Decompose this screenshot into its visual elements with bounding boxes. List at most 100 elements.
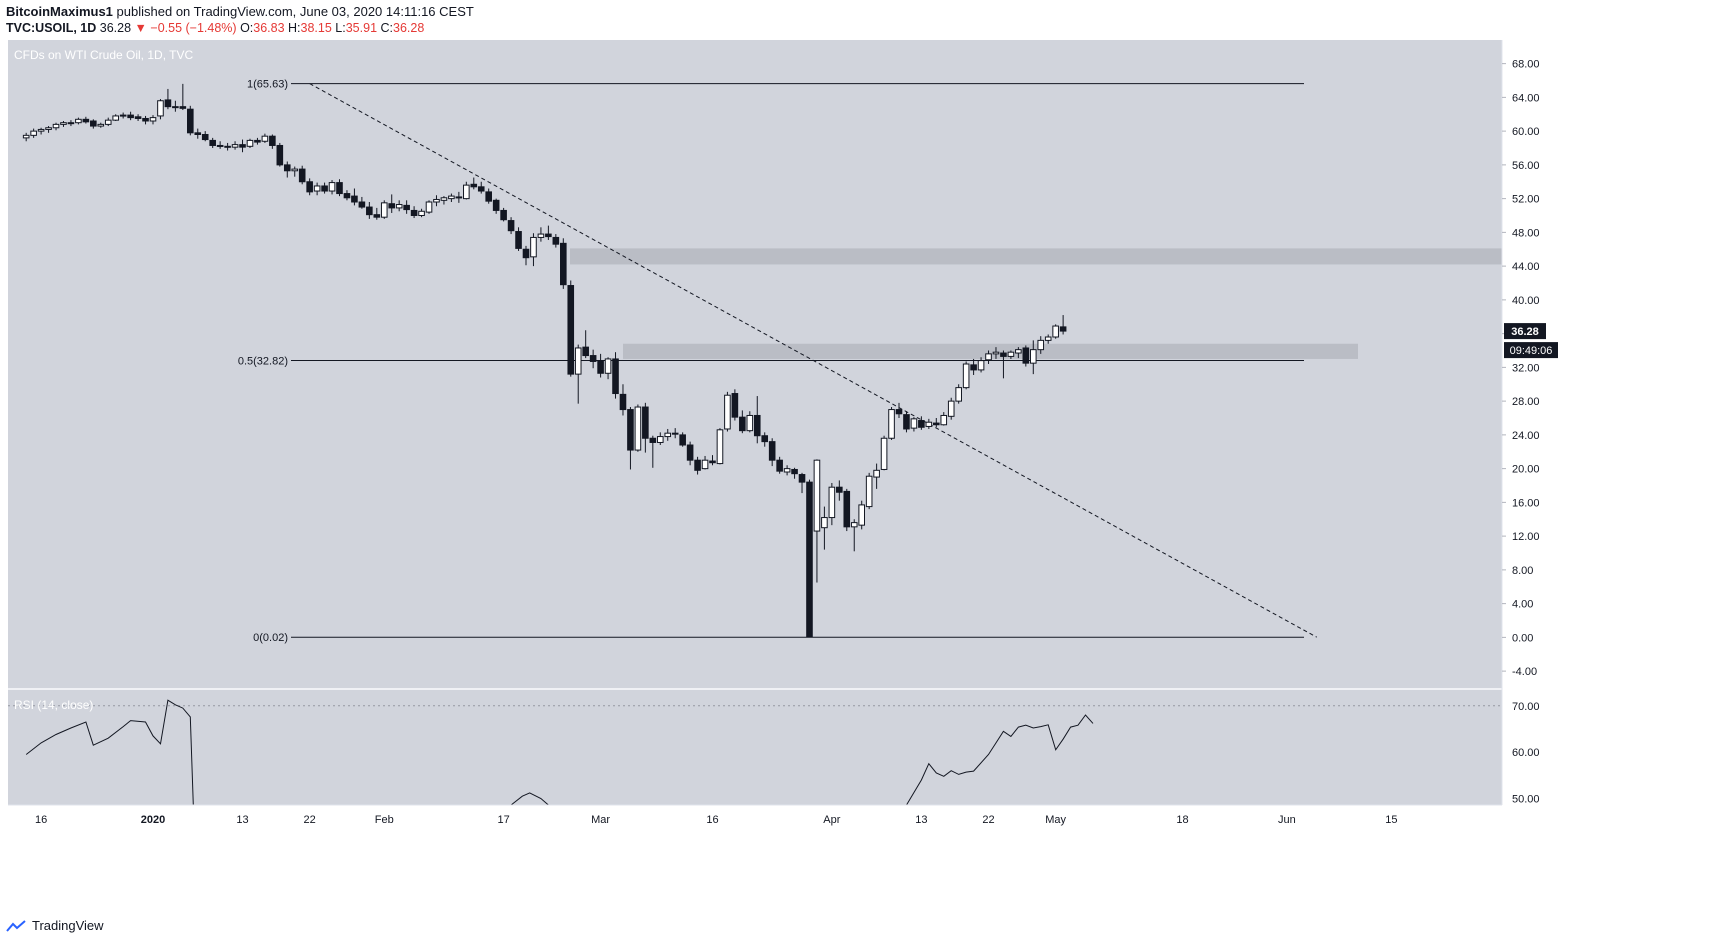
- candle-up[interactable]: [530, 233, 537, 267]
- candle-up[interactable]: [395, 200, 403, 212]
- candle-down[interactable]: [627, 407, 634, 470]
- candle-up[interactable]: [858, 500, 866, 530]
- candle-down[interactable]: [276, 142, 284, 167]
- candle-up[interactable]: [746, 411, 754, 433]
- candle-down[interactable]: [366, 202, 373, 219]
- candle-up[interactable]: [724, 391, 731, 432]
- candle-down[interactable]: [388, 194, 396, 213]
- candle-up[interactable]: [537, 227, 545, 242]
- candle-up[interactable]: [813, 459, 821, 583]
- candle-up[interactable]: [172, 100, 179, 112]
- candle-up[interactable]: [328, 180, 336, 195]
- rsi-line[interactable]: [25, 699, 194, 806]
- candle-up[interactable]: [873, 463, 880, 489]
- candle-up[interactable]: [104, 117, 112, 127]
- candle-down[interactable]: [321, 182, 328, 194]
- candle-down[interactable]: [933, 418, 940, 428]
- candle-down[interactable]: [836, 480, 843, 501]
- candle-down[interactable]: [552, 234, 560, 248]
- time-axis[interactable]: 16 2020 13 22 Feb 17 Mar 16 Apr 13 22 May 18 Jun 15: [8, 804, 1502, 826]
- candle-up[interactable]: [828, 482, 836, 526]
- candle-up[interactable]: [992, 347, 1000, 359]
- candle-up[interactable]: [985, 350, 992, 365]
- candle-down[interactable]: [753, 396, 761, 444]
- candle-up[interactable]: [634, 404, 642, 452]
- candle-down[interactable]: [492, 198, 500, 214]
- fib-retracement[interactable]: 1(65.63) 0.5(32.82) 0(0.02): [238, 79, 1304, 645]
- candle-up[interactable]: [52, 122, 60, 131]
- candle-down[interactable]: [216, 141, 224, 149]
- candle-down[interactable]: [90, 119, 97, 129]
- candle-down[interactable]: [239, 139, 246, 153]
- candle-down[interactable]: [619, 384, 627, 416]
- candle-down[interactable]: [768, 438, 776, 467]
- candle-up[interactable]: [291, 166, 299, 177]
- candle-up[interactable]: [433, 195, 440, 207]
- candle-down[interactable]: [142, 115, 149, 125]
- candle-down[interactable]: [671, 428, 679, 439]
- symbol-label[interactable]: TVC:USOIL, 1D: [6, 21, 97, 35]
- candle-down[interactable]: [970, 358, 977, 375]
- candle-up[interactable]: [112, 114, 120, 121]
- candle-up[interactable]: [440, 196, 448, 205]
- candle-down[interactable]: [298, 165, 306, 185]
- candle-up[interactable]: [865, 472, 873, 510]
- candle-up[interactable]: [850, 519, 858, 552]
- candle-down[interactable]: [254, 137, 261, 145]
- candle-down[interactable]: [194, 128, 202, 139]
- candle-up[interactable]: [425, 200, 433, 214]
- candle-down[interactable]: [283, 161, 291, 178]
- candle-up[interactable]: [656, 432, 664, 445]
- candle-down[interactable]: [336, 179, 343, 197]
- candle-down[interactable]: [403, 200, 410, 214]
- candle-up[interactable]: [313, 182, 321, 196]
- candle-down[interactable]: [82, 116, 90, 124]
- candle-down[interactable]: [1022, 345, 1030, 367]
- candle-down[interactable]: [806, 479, 813, 638]
- candle-down[interactable]: [545, 225, 552, 240]
- rsi-line[interactable]: [906, 714, 1094, 806]
- main-pane-background[interactable]: [8, 40, 1502, 688]
- candle-down[interactable]: [739, 410, 746, 434]
- candle-up[interactable]: [574, 344, 582, 404]
- price-axis[interactable]: 68.00 64.00 60.00 56.00 52.00 48.00 44.00 40.00…: [1501, 40, 1540, 805]
- candle-down[interactable]: [134, 114, 142, 121]
- candle-up[interactable]: [418, 208, 425, 218]
- candle-up[interactable]: [30, 128, 37, 138]
- rsi-line[interactable]: [510, 792, 549, 806]
- candle-down[interactable]: [731, 389, 739, 421]
- candle-up[interactable]: [22, 132, 30, 142]
- candle-down[interactable]: [455, 191, 463, 203]
- candle-up[interactable]: [1015, 347, 1022, 359]
- candle-down[interactable]: [306, 178, 313, 196]
- candle-down[interactable]: [589, 349, 597, 369]
- candle-up[interactable]: [1037, 336, 1045, 354]
- candle-down[interactable]: [612, 352, 619, 399]
- candle-down[interactable]: [560, 238, 567, 289]
- candle-down[interactable]: [343, 190, 351, 201]
- candle-down[interactable]: [642, 402, 649, 453]
- candle-down[interactable]: [269, 134, 276, 149]
- candle-up[interactable]: [888, 407, 895, 440]
- candle-up[interactable]: [1052, 324, 1059, 339]
- candle-up[interactable]: [45, 126, 52, 133]
- candle-up[interactable]: [1007, 350, 1015, 359]
- candle-down[interactable]: [187, 105, 194, 136]
- candle-up[interactable]: [97, 122, 105, 128]
- candle-down[interactable]: [679, 432, 686, 447]
- rsi-axis[interactable]: 70.00 60.00 50.00: [1512, 701, 1540, 806]
- candle-up[interactable]: [947, 397, 955, 420]
- candle-down[interactable]: [477, 181, 485, 194]
- resistance-zone[interactable]: [570, 248, 1502, 265]
- candle-down[interactable]: [515, 227, 522, 251]
- candle-up[interactable]: [940, 412, 948, 426]
- candle-up[interactable]: [716, 428, 724, 465]
- candle-up[interactable]: [880, 435, 888, 471]
- candle-up[interactable]: [463, 181, 470, 200]
- candle-up[interactable]: [149, 115, 157, 125]
- candle-down[interactable]: [164, 88, 172, 110]
- candle-down[interactable]: [895, 402, 903, 418]
- candle-up[interactable]: [157, 99, 164, 120]
- candle-up[interactable]: [261, 133, 269, 143]
- candle-up[interactable]: [821, 506, 828, 550]
